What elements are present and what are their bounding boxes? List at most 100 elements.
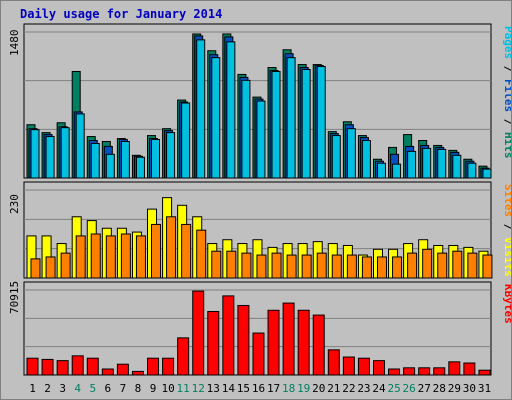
mid-bar-sites-22 [346, 254, 357, 279]
bot-bar-kbytes-20 [312, 314, 325, 376]
top-bar-pages-1 [30, 129, 40, 179]
x-tick-label-5: 5 [89, 382, 96, 395]
mid-bar-sites-6 [105, 235, 116, 279]
mid-bar-sites-26 [407, 252, 418, 279]
chart-title: Daily usage for January 2014 [20, 7, 222, 21]
x-tick-label-24: 24 [372, 382, 386, 395]
mid-bar-sites-7 [120, 233, 131, 279]
x-tick-label-31: 31 [478, 382, 491, 395]
mid-bar-sites-18 [286, 254, 297, 279]
top-bar-pages-5 [90, 142, 100, 179]
x-tick-label-13: 13 [207, 382, 220, 395]
x-tick-label-19: 19 [297, 382, 310, 395]
bot-bar-kbytes-9 [147, 357, 160, 376]
mid-bar-sites-21 [331, 254, 342, 279]
top-bar-pages-25 [392, 163, 402, 179]
bot-bar-kbytes-31 [478, 369, 491, 376]
mid-bar-sites-17 [271, 252, 282, 279]
top-bar-pages-23 [361, 140, 371, 179]
bot-bar-kbytes-3 [56, 360, 69, 376]
bot-bar-kbytes-27 [418, 367, 431, 376]
x-tick-label-20: 20 [312, 382, 325, 395]
top-bar-pages-13 [211, 57, 221, 179]
bot-bar-kbytes-17 [267, 309, 280, 376]
top-legend-label-3: / [502, 112, 511, 132]
mid-bar-sites-31 [482, 254, 493, 279]
mid-bar-sites-4 [75, 235, 86, 279]
top-bar-pages-9 [151, 139, 161, 179]
x-tick-label-8: 8 [135, 382, 142, 395]
top-bar-pages-10 [166, 132, 176, 179]
x-tick-label-27: 27 [418, 382, 431, 395]
x-tick-label-23: 23 [357, 382, 370, 395]
x-tick-label-17: 17 [267, 382, 280, 395]
top-bar-pages-24 [376, 162, 386, 179]
x-tick-label-6: 6 [105, 382, 112, 395]
bot-bar-kbytes-29 [448, 361, 461, 376]
top-bar-pages-26 [407, 150, 417, 179]
mid-bar-sites-10 [166, 216, 177, 279]
x-tick-label-29: 29 [448, 382, 461, 395]
mid-bar-sites-29 [452, 250, 463, 279]
top-bar-pages-12 [196, 39, 206, 179]
x-tick-label-15: 15 [237, 382, 250, 395]
top-bar-pages-17 [271, 70, 281, 179]
x-tick-label-9: 9 [150, 382, 157, 395]
top-bar-pages-31 [482, 168, 492, 179]
mid-bar-sites-24 [376, 256, 387, 279]
mid-bar-sites-11 [181, 223, 192, 279]
x-tick-label-26: 26 [403, 382, 416, 395]
bot-bar-kbytes-21 [327, 349, 340, 376]
top-bar-pages-4 [75, 113, 85, 179]
bot-bar-kbytes-11 [177, 337, 190, 376]
top-bar-pages-7 [120, 141, 130, 179]
x-tick-label-7: 7 [120, 382, 127, 395]
x-tick-label-28: 28 [433, 382, 446, 395]
mid-bar-sites-16 [256, 254, 267, 279]
x-tick-label-11: 11 [177, 382, 190, 395]
top-bar-pages-6 [105, 153, 115, 179]
bot-bar-kbytes-19 [297, 309, 310, 376]
mid-bar-sites-28 [437, 252, 448, 279]
bot-bar-kbytes-1 [26, 357, 39, 376]
bot-bar-kbytes-4 [71, 355, 84, 376]
bot-bar-kbytes-12 [192, 290, 205, 376]
x-tick-label-14: 14 [222, 382, 236, 395]
mid-y-max-label: 230 [8, 194, 21, 214]
mid-bar-sites-3 [60, 252, 71, 279]
top-bar-pages-30 [467, 162, 477, 179]
mid-legend-labels: Sites / Visits [502, 184, 511, 277]
top-legend-label-0: Pages [502, 26, 511, 59]
mid-bar-sites-23 [361, 256, 372, 279]
mid-bar-sites-12 [196, 229, 207, 279]
top-bar-pages-20 [316, 66, 326, 179]
bot-bar-kbytes-14 [222, 295, 235, 376]
bot-bar-kbytes-6 [101, 368, 114, 376]
x-tick-label-18: 18 [282, 382, 295, 395]
bot-bar-kbytes-16 [252, 332, 265, 376]
mid-bar-sites-13 [211, 250, 222, 279]
bot-bar-kbytes-2 [41, 358, 54, 376]
x-tick-label-30: 30 [463, 382, 476, 395]
x-tick-label-3: 3 [59, 382, 66, 395]
bot-bar-kbytes-18 [282, 302, 295, 376]
mid-bar-sites-5 [90, 233, 101, 279]
top-bar-pages-19 [301, 68, 311, 179]
x-tick-label-12: 12 [192, 382, 205, 395]
bot-bar-kbytes-26 [403, 367, 416, 376]
mid-bar-sites-25 [392, 256, 403, 279]
mid-bar-sites-15 [241, 252, 252, 279]
top-bar-pages-27 [422, 147, 432, 179]
top-legend-labels: Pages / Files / Hits [502, 26, 511, 159]
bot-y-max-label: 70915 [8, 281, 21, 314]
top-bar-pages-21 [331, 135, 341, 179]
bot-bar-kbytes-13 [207, 310, 220, 376]
bot-legend-label-0: KBytes [502, 284, 511, 324]
mid-bar-sites-2 [45, 256, 56, 279]
bot-bar-kbytes-25 [388, 368, 401, 376]
top-bar-pages-8 [135, 156, 145, 179]
mid-bar-sites-19 [301, 254, 312, 279]
top-bar-pages-16 [256, 100, 266, 179]
mid-bar-sites-30 [467, 252, 478, 279]
